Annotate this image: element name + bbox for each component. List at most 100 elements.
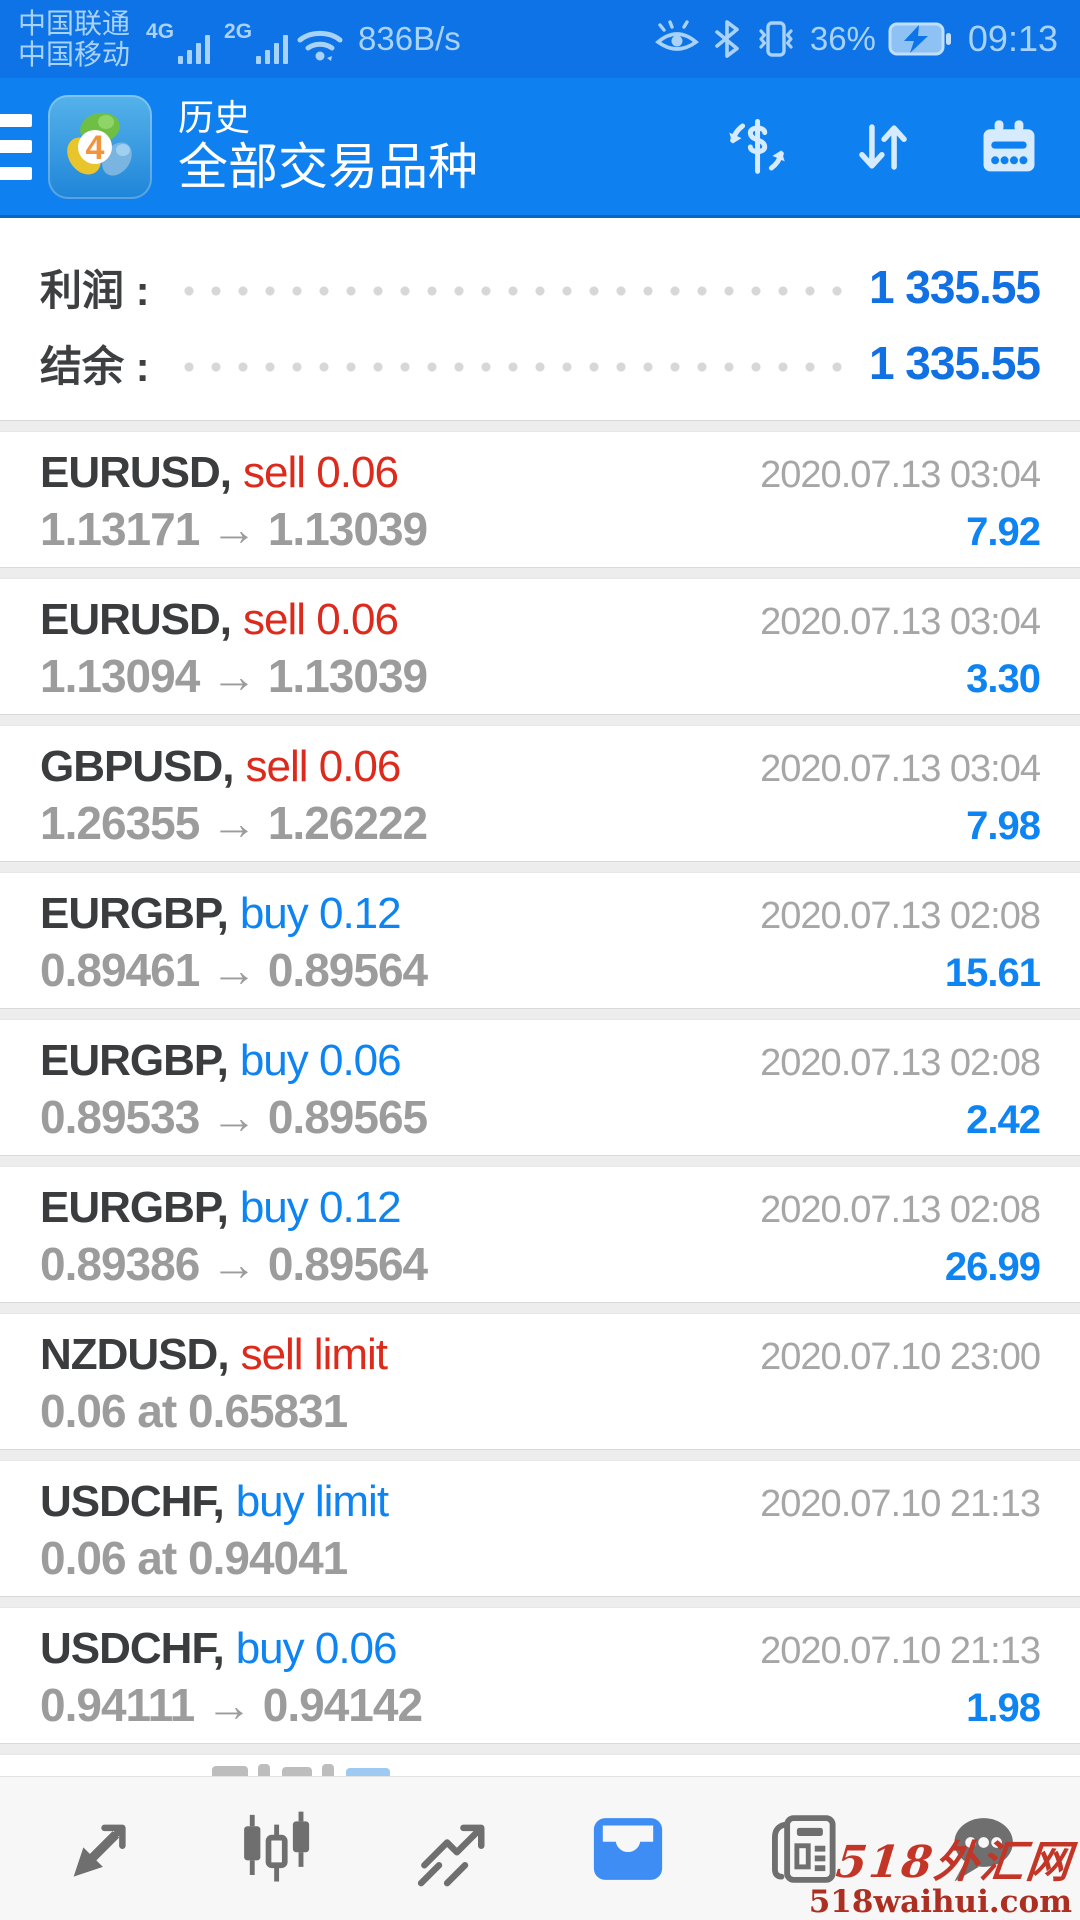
svg-text:4: 4	[86, 129, 105, 167]
trade-row[interactable]: EURGBP, buy 0.12 2020.07.13 02:08 0.8946…	[0, 873, 1080, 1008]
battery-charging-icon	[888, 22, 951, 56]
trade-date: 2020.07.10 21:13	[760, 1483, 1041, 1525]
row-separator	[0, 1596, 1080, 1608]
trade-symbol: EURGBP,	[40, 1183, 229, 1232]
trade-row[interactable]: USDCHF, buy 0.06 2020.07.10 21:13 0.9411…	[0, 1608, 1080, 1743]
trade-symbol: EURGBP,	[40, 1036, 229, 1085]
trade-row[interactable]: NZDUSD, sell limit 2020.07.10 23:00 0.06…	[0, 1314, 1080, 1449]
eye-comfort-icon	[654, 20, 699, 51]
trade-detail: 0.89533 → 0.89565	[40, 1091, 428, 1143]
quotes-icon	[73, 1824, 126, 1877]
trade-detail: 0.06 at 0.65831	[40, 1385, 348, 1437]
network-type-2: 2G	[224, 20, 253, 43]
profit-row: 利润 : 1 335.55	[40, 254, 1041, 320]
trade-detail: 1.26355 → 1.26222	[40, 797, 428, 849]
signal-sim2: 2G	[224, 12, 290, 66]
sort-button[interactable]	[852, 116, 914, 178]
network-type-1: 4G	[146, 20, 175, 43]
partial-trade-row	[0, 1755, 1080, 1776]
trade-symbol: EURUSD,	[40, 448, 232, 497]
vibrate-icon	[759, 21, 793, 57]
trade-profit: 3.30	[966, 657, 1041, 701]
row-separator	[0, 1155, 1080, 1167]
trade-date: 2020.07.13 02:08	[760, 1189, 1041, 1231]
trade-row[interactable]: USDCHF, buy limit 2020.07.10 21:13 0.06 …	[0, 1461, 1080, 1596]
carrier-2: 中国移动	[18, 39, 131, 70]
trade-side: sell 0.06	[245, 742, 401, 791]
trade-symbol: USDCHF,	[40, 1624, 225, 1673]
trade-detail: 0.94111 → 0.94142	[40, 1679, 423, 1731]
trade-symbol: GBPUSD,	[40, 742, 234, 791]
trade-detail: 0.06 at 0.94041	[40, 1532, 348, 1584]
sort-arrows-icon	[859, 123, 907, 170]
trade-profit: 7.98	[966, 804, 1041, 848]
row-separator	[0, 714, 1080, 726]
trade-side: buy 0.12	[239, 889, 402, 938]
trade-icon	[417, 1824, 485, 1886]
trade-profit: 1.98	[966, 1686, 1041, 1730]
trade-row[interactable]: EURGBP, buy 0.12 2020.07.13 02:08 0.8938…	[0, 1167, 1080, 1302]
carrier-1: 中国联通	[18, 8, 131, 39]
app-header: 4 历史 全部交易品种	[0, 78, 1080, 218]
nav-news[interactable]	[745, 1789, 865, 1909]
nav-history[interactable]	[568, 1789, 688, 1909]
trade-side: sell 0.06	[243, 595, 399, 644]
trade-row[interactable]: EURUSD, sell 0.06 2020.07.13 03:04 1.130…	[0, 579, 1080, 714]
currency-exchange-icon	[729, 118, 785, 174]
mt4-logo: 4	[48, 94, 152, 199]
profit-label: 利润 :	[40, 266, 150, 314]
trade-date: 2020.07.13 03:04	[760, 601, 1041, 643]
calendar-icon	[983, 118, 1035, 171]
trade-detail: 1.13094 → 1.13039	[40, 650, 428, 702]
nav-quotes[interactable]	[38, 1789, 158, 1909]
trade-side: buy 0.06	[235, 1624, 398, 1673]
trade-detail: 0.89461 → 0.89564	[40, 944, 428, 996]
trade-date: 2020.07.13 03:04	[760, 748, 1041, 790]
signal-bars-icon	[178, 35, 211, 64]
bluetooth-icon	[715, 20, 739, 58]
row-separator	[0, 1008, 1080, 1020]
dotted-leader	[183, 286, 843, 296]
trade-profit: 2.42	[966, 1098, 1041, 1142]
battery-percent: 36%	[809, 20, 876, 57]
trade-row[interactable]: EURUSD, sell 0.06 2020.07.13 03:04 1.131…	[0, 432, 1080, 567]
row-separator	[0, 1302, 1080, 1314]
trade-row[interactable]: GBPUSD, sell 0.06 2020.07.13 03:04 1.263…	[0, 726, 1080, 861]
row-separator	[0, 420, 1080, 432]
news-icon	[771, 1814, 836, 1883]
trade-side: buy 0.06	[239, 1036, 402, 1085]
status-bar: 中国联通 中国移动 4G 2G 836B/s	[0, 0, 1080, 78]
row-separator	[0, 567, 1080, 579]
trade-profit: 26.99	[944, 1245, 1041, 1289]
trade-symbol: NZDUSD,	[40, 1330, 230, 1379]
trade-profit: 15.61	[944, 951, 1041, 995]
profit-value: 1 335.55	[868, 261, 1041, 313]
clock-time: 09:13	[967, 18, 1058, 59]
calendar-button[interactable]	[978, 116, 1040, 178]
trade-side: buy limit	[235, 1477, 389, 1526]
page-subtitle: 全部交易品种	[178, 138, 478, 195]
trade-date: 2020.07.13 02:08	[760, 895, 1041, 937]
history-inbox-icon	[594, 1817, 663, 1880]
trade-row[interactable]: EURGBP, buy 0.06 2020.07.13 02:08 0.8953…	[0, 1020, 1080, 1155]
trade-date: 2020.07.10 23:00	[760, 1336, 1041, 1378]
trade-detail: 0.89386 → 0.89564	[40, 1238, 428, 1290]
balance-label: 结余 :	[40, 342, 150, 390]
menu-button[interactable]	[0, 112, 32, 182]
bottom-nav	[0, 1776, 1080, 1920]
trade-detail: 1.13171 → 1.13039	[40, 503, 428, 555]
nav-trade[interactable]	[392, 1789, 512, 1909]
row-separator	[0, 861, 1080, 873]
trade-date: 2020.07.13 02:08	[760, 1042, 1041, 1084]
signal-sim1: 4G	[146, 12, 212, 66]
trade-symbol: USDCHF,	[40, 1477, 225, 1526]
trade-side: buy 0.12	[239, 1183, 402, 1232]
currency-filter-button[interactable]	[726, 116, 788, 178]
page-title: 历史	[178, 97, 251, 139]
trade-date: 2020.07.13 03:04	[760, 454, 1041, 496]
trade-list: EURUSD, sell 0.06 2020.07.13 03:04 1.131…	[0, 432, 1080, 1755]
nav-charts[interactable]	[215, 1789, 335, 1909]
nav-messages[interactable]	[922, 1789, 1042, 1909]
candlestick-chart-icon	[244, 1811, 310, 1881]
